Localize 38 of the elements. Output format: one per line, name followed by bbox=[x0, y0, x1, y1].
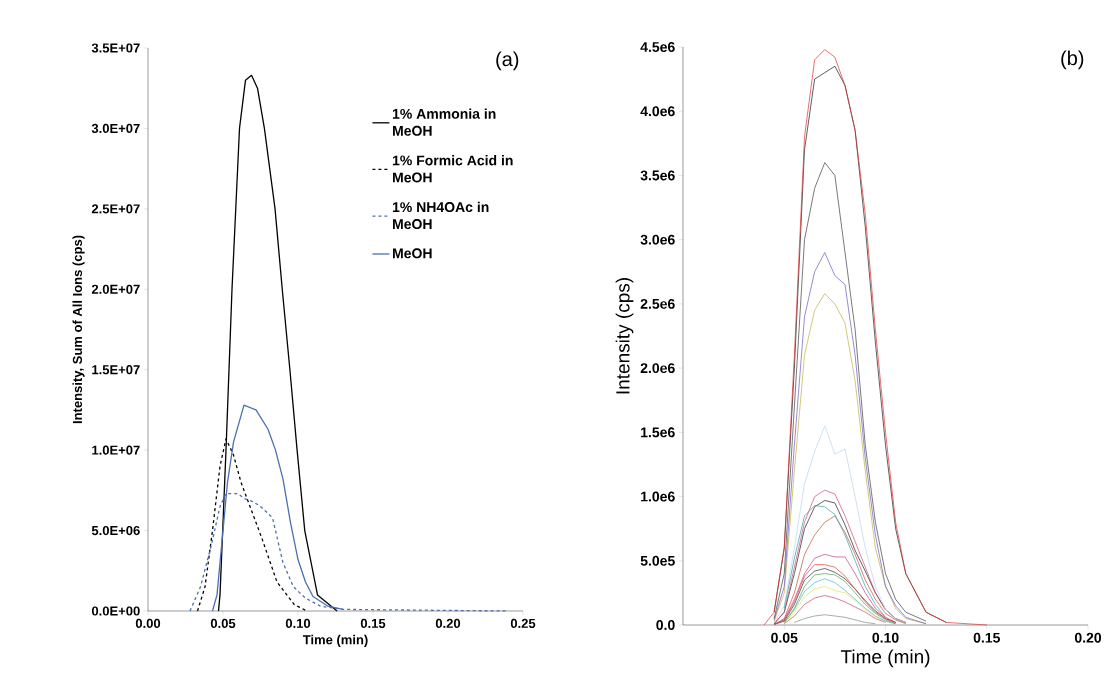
x-axis-title: Time (min) bbox=[840, 649, 930, 668]
annotation: (a) bbox=[496, 51, 519, 71]
x-tick-label: 0.05 bbox=[771, 632, 798, 643]
y-tick-label: 1.0E+07 bbox=[92, 445, 140, 455]
x-tick-label: 0.15 bbox=[360, 618, 386, 628]
x-tick-label: 0.25 bbox=[510, 618, 536, 628]
x-tick-label: 0.00 bbox=[135, 618, 161, 628]
y-tick-label: 1.5E+07 bbox=[92, 365, 140, 375]
x-tick-label: 0.05 bbox=[210, 618, 236, 628]
y-tick-label: 3.0e6 bbox=[640, 234, 675, 245]
y-tick-label: 5.0e5 bbox=[640, 555, 675, 566]
y-tick-label: 2.5E+07 bbox=[91, 204, 140, 214]
y-tick-label: 5.0E+06 bbox=[91, 525, 140, 536]
y-tick-label: 1.0e6 bbox=[641, 491, 675, 502]
y-tick-label: 4.0e6 bbox=[640, 106, 675, 117]
y-tick-label: 4.5e6 bbox=[640, 42, 675, 52]
x-tick-label: 0.10 bbox=[285, 618, 311, 628]
y-tick-label: 1.5e6 bbox=[641, 427, 675, 438]
legend-label: 1% Ammonia in MeOH bbox=[392, 108, 496, 136]
y-tick-label: 0.0 bbox=[656, 620, 675, 630]
y-tick-label: 3.5e6 bbox=[640, 170, 675, 181]
x-tick-label: 0.20 bbox=[435, 618, 461, 628]
x-axis-title: Time (min) bbox=[302, 634, 368, 647]
x-tick-label: 0.10 bbox=[872, 632, 899, 643]
y-tick-label: 0.0E+00 bbox=[91, 606, 140, 616]
y-tick-label: 3.5E+07 bbox=[91, 43, 140, 53]
y-tick-label: 2.0e6 bbox=[640, 363, 675, 374]
y-tick-label: 2.0E+07 bbox=[91, 284, 140, 294]
y-axis-title: Intensity, Sum of All Ions (cps) bbox=[72, 235, 85, 424]
legend-label: 1% NH4OAc in MeOH bbox=[392, 201, 489, 230]
y-tick-label: 3.0E+07 bbox=[91, 123, 140, 134]
y-tick-label: 2.5e6 bbox=[640, 298, 675, 309]
annotation: (b) bbox=[1061, 50, 1084, 70]
legend-label: 1% Formic Acid in MeOH bbox=[392, 155, 513, 183]
legend-label: MeOH bbox=[393, 248, 432, 259]
y-axis-title: Intensity (cps) bbox=[615, 278, 634, 394]
x-tick-label: 0.15 bbox=[973, 632, 1000, 643]
x-tick-label: 0.20 bbox=[1074, 632, 1102, 643]
